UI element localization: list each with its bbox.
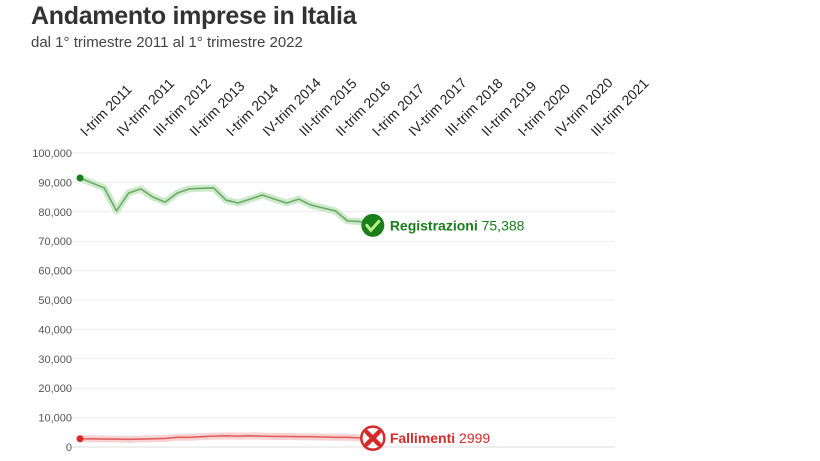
series-end-label: Registrazioni 75,388 [390, 217, 525, 233]
y-tick-label: 0 [66, 442, 72, 454]
check-mark-icon [365, 219, 381, 233]
series-start-point [76, 435, 84, 443]
series-last-value: 2999 [459, 430, 490, 446]
y-tick-label: 70,000 [38, 236, 72, 248]
y-tick-label: 10,000 [38, 413, 72, 425]
series-end-label: Fallimenti 2999 [390, 430, 491, 446]
series-start-point [76, 174, 84, 182]
series-name: Registrazioni [390, 217, 482, 233]
series-halo [78, 174, 373, 229]
y-tick-label: 20,000 [38, 383, 72, 395]
series-name: Fallimenti [390, 430, 459, 446]
y-tick-label: 30,000 [38, 354, 72, 366]
x-mark-icon [364, 429, 382, 447]
y-tick-label: 50,000 [38, 295, 72, 307]
y-tick-label: 60,000 [38, 266, 72, 278]
check-circle-icon [361, 213, 385, 237]
series-line-fallimenti [80, 435, 372, 441]
y-tick-label: 40,000 [38, 324, 72, 336]
y-tick-label: 90,000 [38, 177, 72, 189]
y-tick-label: 80,000 [38, 207, 72, 219]
series-last-value: 75,388 [482, 217, 525, 233]
chart-title: Andamento imprese in Italia [31, 2, 357, 30]
y-tick-label: 100,000 [32, 148, 72, 160]
chart-subtitle: dal 1° trimestre 2011 al 1° trimestre 20… [31, 34, 303, 51]
series-line-registrazioni [79, 177, 373, 227]
